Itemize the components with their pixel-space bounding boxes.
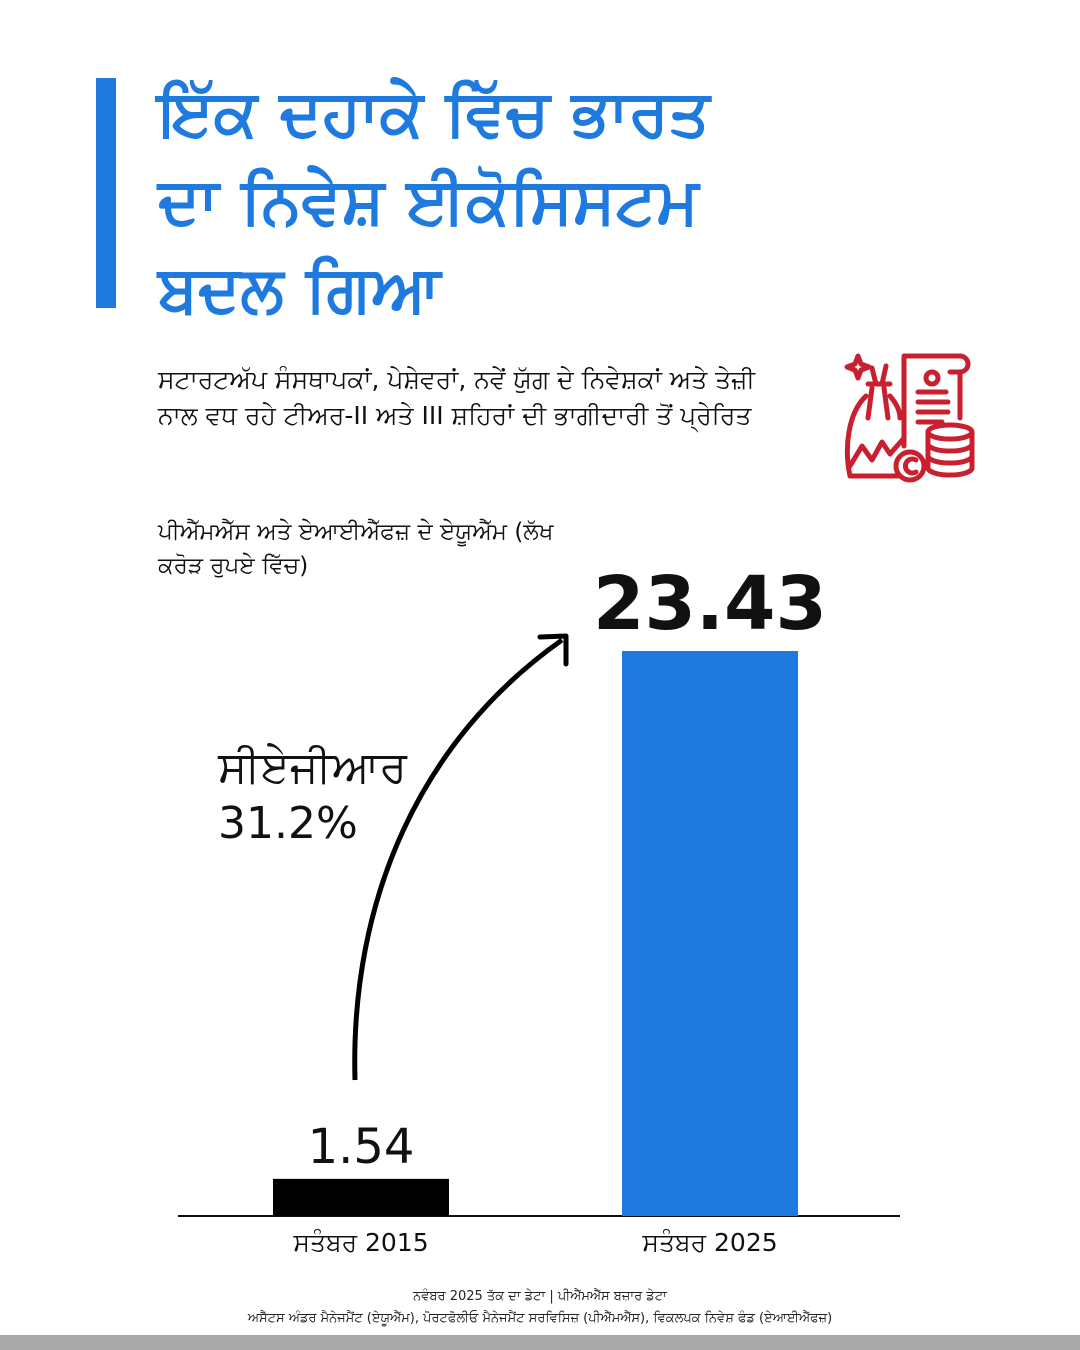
title-accent-bar: [96, 78, 116, 308]
value-label-2015: 1.54: [308, 1119, 415, 1175]
title-line: ਬਦਲ ਗਿਆ: [158, 253, 441, 327]
footer: ਨਵੰਬਰ 2025 ਤੱਕ ਦਾ ਡੇਟਾ | ਪੀਐੱਮਐੱਸ ਬਜ਼ਾਰ …: [0, 1286, 1080, 1330]
subtitle: ਸਟਾਰਟਅੱਪ ਸੰਸਥਾਪਕਾਂ, ਪੇਸ਼ੇਵਰਾਂ, ਨਵੇਂ ਯੁੱਗ…: [158, 365, 755, 430]
cagr-label: ਸੀਏਜੀਆਰ: [218, 742, 407, 793]
value-label-2025: 23.43: [593, 561, 827, 647]
page-title: ਇੱਕ ਦਹਾਕੇ ਵਿੱਚ ਭਾਰਤ ਦਾ ਨਿਵੇਸ਼ ਈਕੋਸਿਸਟਮ ਬ…: [158, 70, 858, 334]
cagr-value: 31.2%: [218, 798, 358, 849]
bar-chart: 1.54 23.43 ਸਤੰਬਰ 2015 ਸਤੰਬਰ 2025: [178, 561, 900, 1257]
money-bag-document-coins-icon: [844, 353, 975, 483]
category-label-2015: ਸਤੰਬਰ 2015: [292, 1228, 428, 1257]
title-line: ਇੱਕ ਦਹਾਕੇ ਵਿੱਚ ਭਾਰਤ: [158, 77, 710, 151]
title-line: ਦਾ ਨਿਵੇਸ਼ ਈਕੋਸਿਸਟਮ: [158, 165, 699, 239]
category-label-2025: ਸਤੰਬਰ 2025: [641, 1228, 777, 1257]
bar-sep-2015: [273, 1178, 449, 1216]
bar-sep-2025: [622, 651, 798, 1216]
footer-glossary: ਅਸੈੱਟਸ ਅੰਡਰ ਮੈਨੇਜਮੈਂਟ (ਏਯੂਐੱਮ), ਪੋਰਟਫੋਲੀ…: [247, 1311, 833, 1326]
bottom-strip: [0, 1335, 1080, 1350]
cagr-annotation: ਸੀਏਜੀਆਰ 31.2%: [218, 740, 407, 852]
chart-title: ਪੀਐੱਮਐੱਸ ਅਤੇ ਏਆਈਐੱਫਜ਼ ਦੇ ਏਯੂਐੱਮ (ਲੱਖ ਕਰੋ…: [158, 519, 554, 579]
growth-arrow: [352, 637, 564, 1081]
arrow-head-icon: [537, 633, 569, 667]
footer-source: ਨਵੰਬਰ 2025 ਤੱਕ ਦਾ ਡੇਟਾ | ਪੀਐੱਮਐੱਸ ਬਜ਼ਾਰ …: [413, 1289, 667, 1304]
